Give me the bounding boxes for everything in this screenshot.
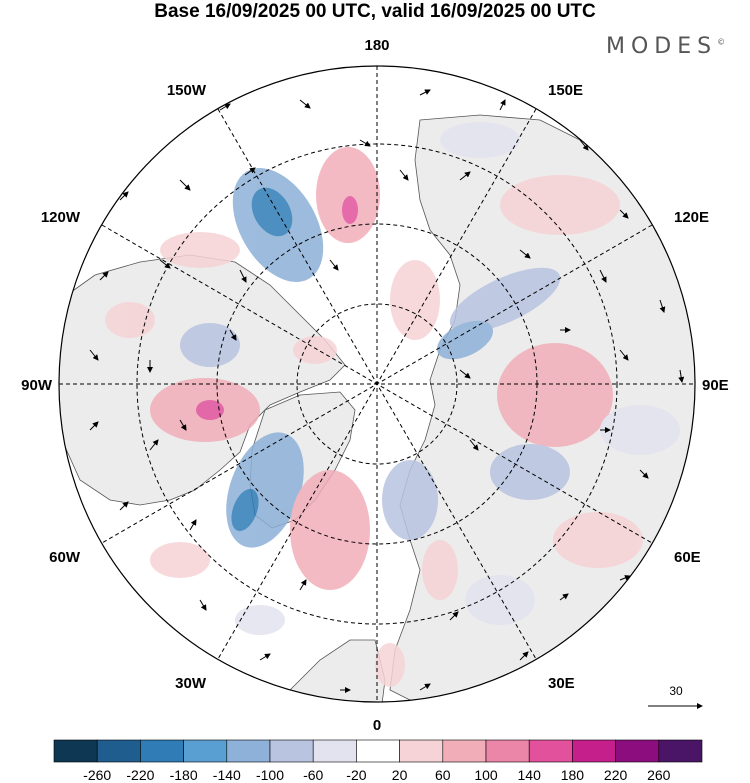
colorbar-tick-label: 100 [474, 767, 498, 783]
colorbar-tick-label: -260 [83, 767, 111, 783]
colorbar-swatch [96, 739, 141, 763]
lon-label-90e: 90E [702, 377, 729, 394]
colorbar-tick-label: 180 [561, 767, 585, 783]
colorbar-swatch [140, 739, 184, 763]
brand-mark: © [717, 37, 726, 47]
lon-label-30w: 30W [175, 675, 207, 692]
wind-vectors [89, 89, 685, 693]
colorbar-tick-label: -180 [170, 767, 198, 783]
colorbar [53, 739, 703, 763]
reference-vector-label: 30 [669, 684, 683, 698]
colorbar-tick-label: -20 [346, 767, 366, 783]
colorbar-swatch [356, 739, 400, 763]
lon-label-90w: 90W [21, 377, 53, 394]
colorbar-swatch [399, 739, 444, 763]
colorbar-tick-label: -100 [256, 767, 284, 783]
lon-label-150w: 150W [167, 82, 207, 99]
colorbar-swatch [658, 739, 703, 763]
colorbar-tick-label: -60 [303, 767, 323, 783]
colorbar-swatch [53, 739, 98, 763]
lon-label-120e: 120E [674, 209, 709, 226]
brand-logo: MODES© [606, 34, 725, 59]
colorbar-tick-label: 220 [604, 767, 628, 783]
colorbar-ticks: -260 -220 -180 -140 -100 -60 -20 20 60 100 140 180 2… [83, 767, 671, 783]
brand-name: MODES [606, 34, 718, 59]
lon-label-60e: 60E [674, 549, 701, 566]
colorbar-swatch [312, 739, 357, 763]
colorbar-swatch [442, 739, 487, 763]
colorbar-swatch [226, 739, 271, 763]
lon-label-120w: 120W [41, 209, 81, 226]
lon-label-180: 180 [364, 37, 389, 54]
colorbar-tick-label: 20 [392, 767, 408, 783]
lon-label-150e: 150E [548, 82, 583, 99]
lon-label-30e: 30E [548, 675, 575, 692]
colorbar-tick-label: 140 [518, 767, 542, 783]
colorbar-swatch [572, 739, 616, 763]
colorbar-tick-label: 260 [647, 767, 671, 783]
colorbar-swatch [269, 739, 314, 763]
lon-label-60w: 60W [49, 549, 81, 566]
map-boundary [58, 65, 696, 703]
colorbar-tick-label: -140 [213, 767, 241, 783]
colorbar-swatch [485, 739, 530, 763]
colorbar-swatch [615, 739, 660, 763]
colorbar-swatch [183, 739, 228, 763]
anomaly-shading [105, 122, 680, 687]
colorbar-swatch [528, 739, 573, 763]
colorbar-tick-label: 60 [435, 767, 451, 783]
colorbar-tick-label: -220 [126, 767, 154, 783]
graticule [59, 66, 695, 702]
map-title: Base 16/09/2025 00 UTC, valid 16/09/2025… [154, 1, 596, 22]
lon-label-0: 0 [373, 717, 381, 734]
